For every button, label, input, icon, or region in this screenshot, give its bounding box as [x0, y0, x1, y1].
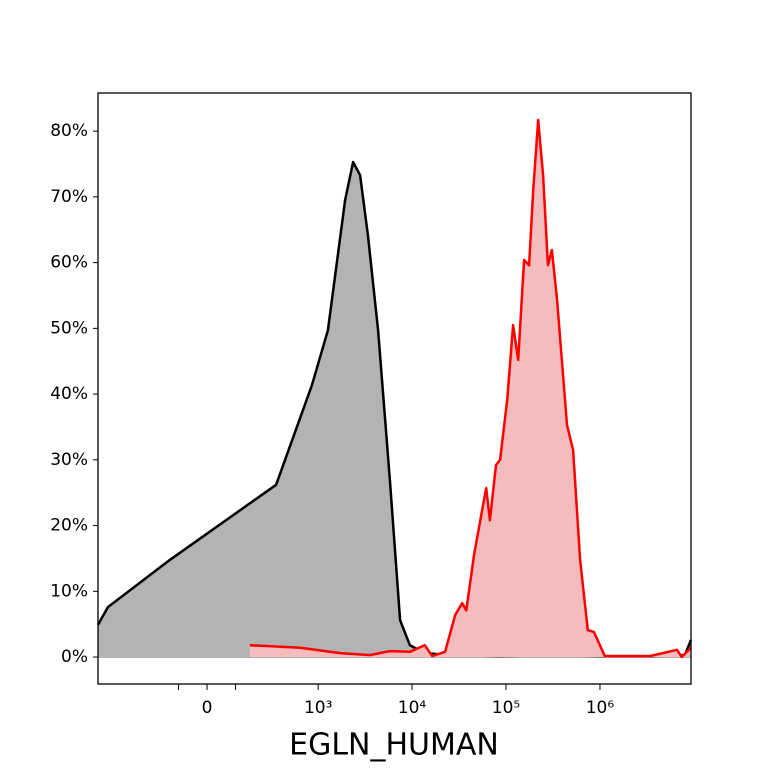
plot-frame — [97, 92, 692, 685]
x-tick-label: 10⁶ — [586, 698, 615, 718]
line — [249, 118, 692, 659]
y-tick-label: 60% — [50, 253, 88, 273]
x-tick-label: 10³ — [304, 698, 332, 718]
x-axis-label: EGLN_HUMAN — [289, 728, 499, 763]
y-tick-label: 70% — [50, 187, 88, 207]
y-tick-label: 0% — [61, 647, 88, 667]
x-tick-label: 10⁴ — [398, 698, 427, 718]
y-tick-label: 20% — [50, 516, 88, 536]
y-tick-label: 80% — [50, 121, 88, 141]
y-tick-label: 40% — [50, 384, 88, 404]
x-tick-label: 10⁵ — [492, 698, 520, 718]
y-tick-label: 50% — [50, 318, 88, 338]
y-tick-label: 10% — [50, 581, 88, 601]
area — [98, 162, 691, 658]
x-tick-label: 0 — [202, 698, 213, 718]
y-tick-label: 30% — [50, 450, 88, 470]
